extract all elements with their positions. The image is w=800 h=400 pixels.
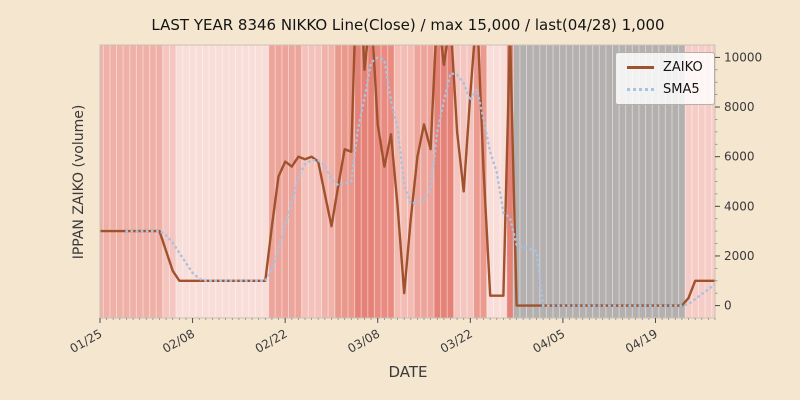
zaiko-line [100, 45, 715, 307]
svg-text:02/22: 02/22 [253, 326, 290, 355]
svg-text:02/08: 02/08 [160, 326, 197, 355]
svg-text:10000: 10000 [724, 50, 762, 64]
sma5-line-swatch [627, 88, 654, 91]
legend-entry-zaiko: ZAIKO [627, 61, 703, 74]
svg-text:03/22: 03/22 [438, 326, 475, 355]
legend-label-zaiko: ZAIKO [663, 60, 703, 75]
zaiko-line-swatch [627, 66, 654, 69]
y-axis-ticks: 0 2000 4000 6000 8000 10000 [715, 50, 762, 313]
chart-title: LAST YEAR 8346 NIKKO Line(Close) / max 1… [151, 16, 665, 34]
svg-text:2000: 2000 [724, 249, 755, 263]
x-axis-label: DATE [388, 363, 428, 381]
sma5-line [125, 55, 715, 307]
svg-text:8000: 8000 [724, 100, 755, 114]
legend: ZAIKO SMA5 [615, 52, 715, 105]
svg-text:0: 0 [724, 299, 732, 313]
svg-text:03/08: 03/08 [345, 326, 382, 355]
svg-text:01/25: 01/25 [68, 326, 105, 355]
y-axis-label: IPPAN ZAIKO (volume) [71, 104, 87, 260]
background-bands [100, 45, 715, 318]
svg-text:4000: 4000 [724, 199, 755, 213]
legend-entry-sma5: SMA5 [627, 83, 703, 96]
x-axis-ticks: 01/25 02/08 02/22 03/08 03/22 04/05 04/19 [68, 318, 716, 356]
svg-text:04/05: 04/05 [530, 326, 567, 355]
legend-label-sma5: SMA5 [663, 82, 700, 97]
svg-text:04/19: 04/19 [623, 326, 660, 355]
svg-text:6000: 6000 [724, 150, 755, 164]
